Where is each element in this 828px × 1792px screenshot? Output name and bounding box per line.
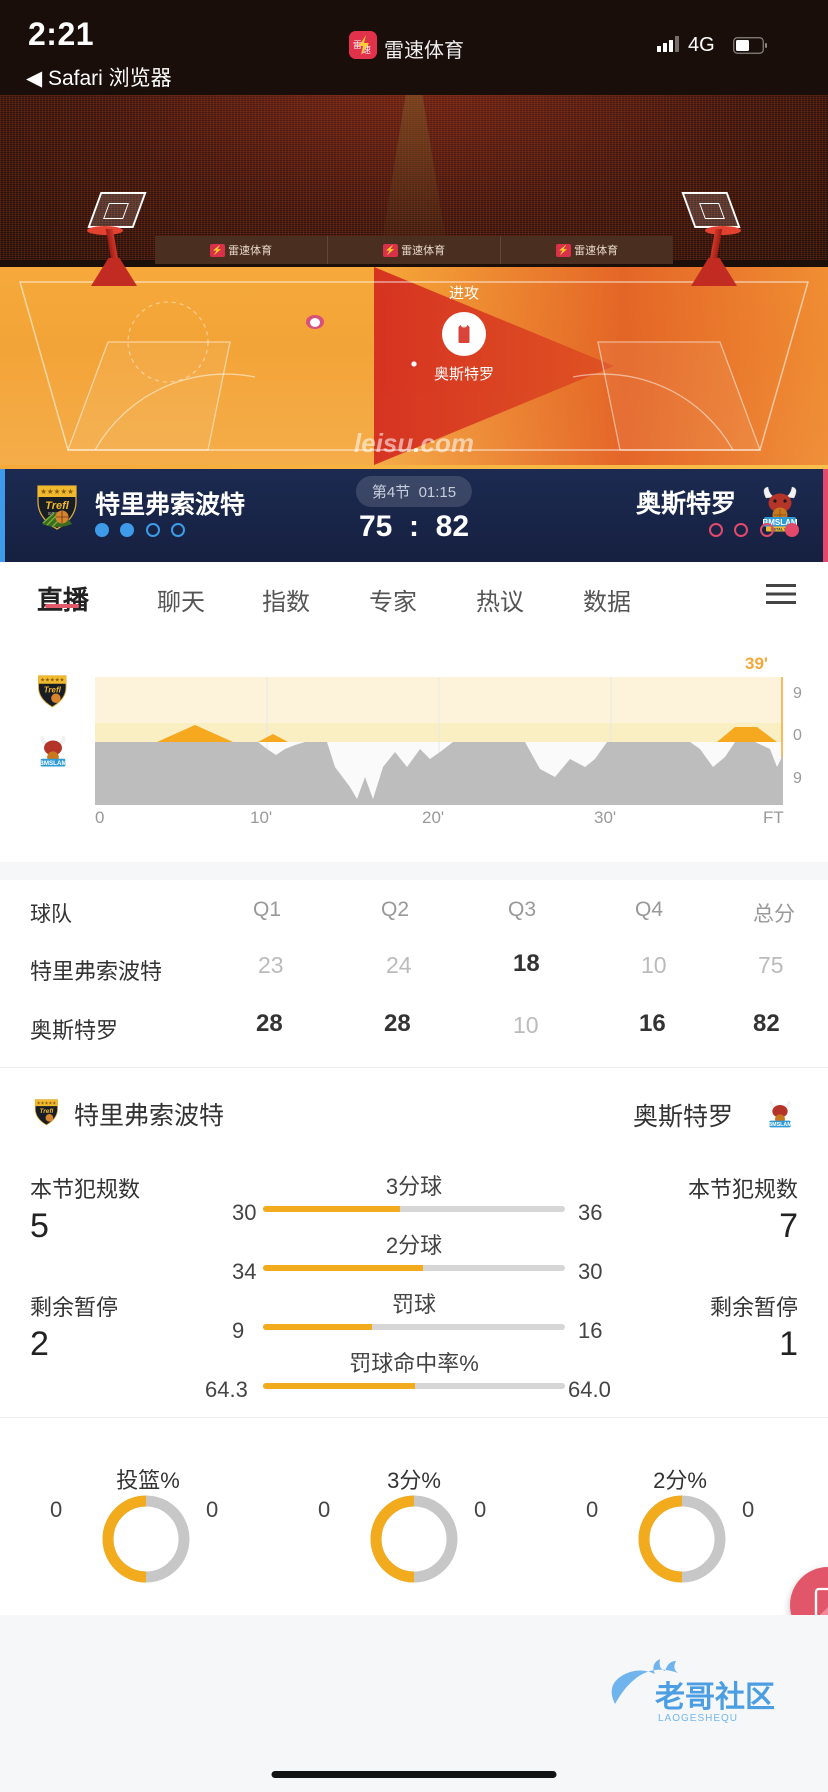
svg-text:★★★★★: ★★★★★ bbox=[40, 678, 64, 684]
svg-text:BMSLAM: BMSLAM bbox=[768, 1122, 792, 1128]
svg-text:LAOGESHEQU: LAOGESHEQU bbox=[658, 1713, 738, 1724]
svg-text:★★★★★: ★★★★★ bbox=[40, 487, 74, 496]
svg-text:老哥社区: 老哥社区 bbox=[655, 1681, 775, 1714]
svg-text:Trefl: Trefl bbox=[44, 685, 62, 694]
svg-text:Trefl: Trefl bbox=[39, 1108, 53, 1115]
svg-text:★★★★★: ★★★★★ bbox=[37, 1100, 57, 1105]
svg-text:BMSLAM: BMSLAM bbox=[39, 760, 66, 767]
